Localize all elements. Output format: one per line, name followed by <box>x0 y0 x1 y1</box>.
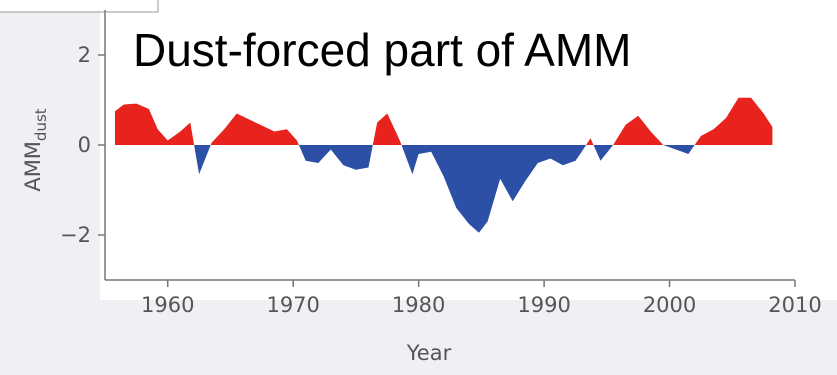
x-tick-label: 1970 <box>266 293 319 317</box>
positive-anomaly-fill <box>115 97 773 145</box>
negative-anomaly-fill <box>115 145 773 233</box>
x-tick-label: 1980 <box>392 293 445 317</box>
y-tick-label: 0 <box>78 133 91 157</box>
x-tick-label: 1960 <box>141 293 194 317</box>
x-axis-label: Year <box>406 341 452 365</box>
y-tick-label: 2 <box>78 43 91 67</box>
chart-title: Dust-forced part of AMM <box>133 24 632 76</box>
y-tick-label: −2 <box>60 223 91 247</box>
x-tick-label: 2010 <box>768 293 821 317</box>
x-tick-label: 1990 <box>517 293 570 317</box>
corner-box <box>0 0 159 13</box>
y-ticks: 2 0 −2 <box>60 43 105 247</box>
x-ticks: 1960 1970 1980 1990 2000 2010 <box>141 280 822 317</box>
y-axis-label: AMMdust <box>21 108 50 191</box>
y-axis-label-subscript: dust <box>32 108 50 141</box>
plot-area <box>115 97 773 233</box>
x-tick-label: 2000 <box>643 293 696 317</box>
y-axis-label-main: AMM <box>21 141 45 192</box>
